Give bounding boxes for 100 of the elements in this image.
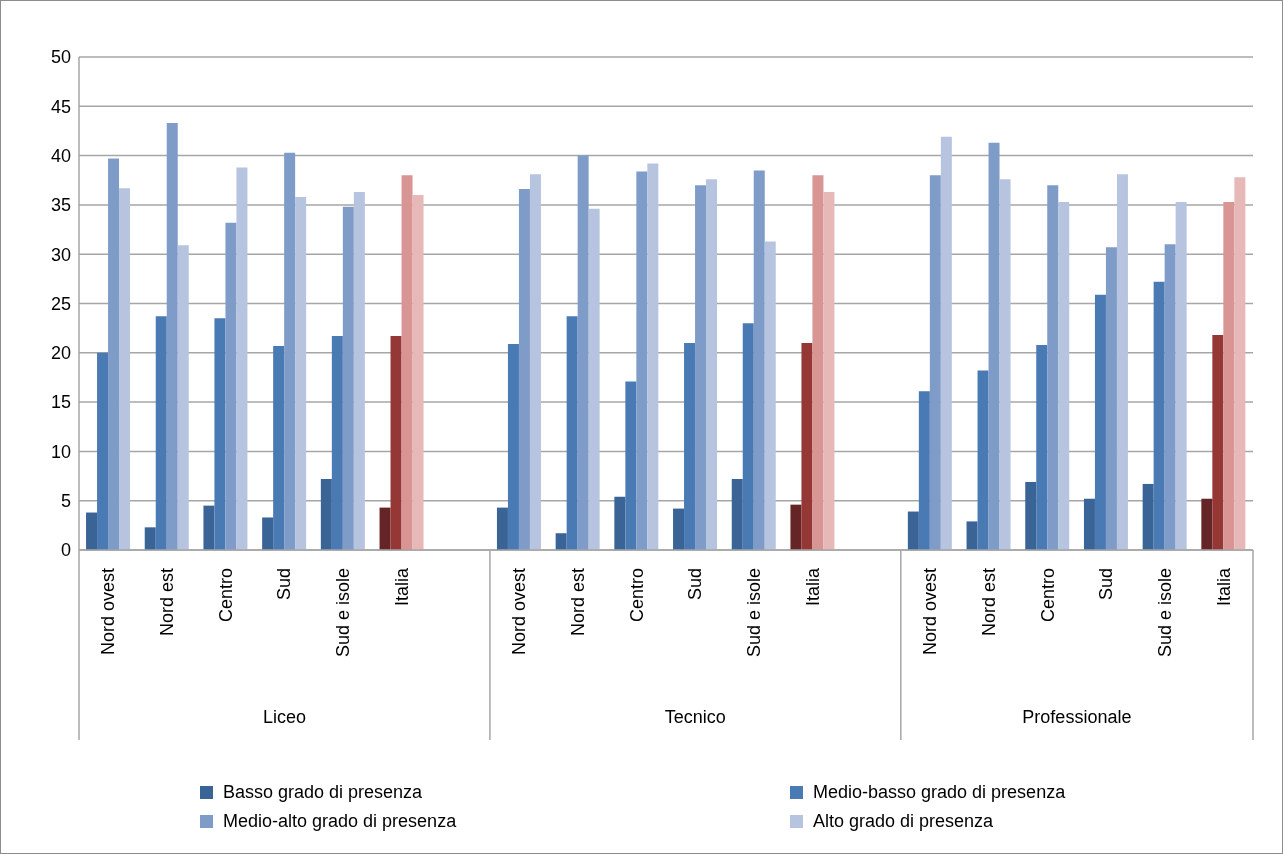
y-tick-label: 5 [60, 491, 71, 512]
y-tick-label: 20 [50, 343, 71, 364]
x-tick-label: Nord ovest [98, 568, 119, 656]
x-tick-label: Sud e isole [1154, 568, 1175, 658]
bar [1036, 344, 1048, 550]
x-tick-label: Sud e isole [333, 568, 354, 658]
bar [1025, 481, 1037, 550]
bar [988, 142, 1000, 550]
x-tick-label: Centro [626, 568, 647, 623]
bar [507, 343, 519, 550]
bar [801, 342, 813, 550]
y-tick-label: 40 [50, 145, 71, 166]
y-tick-label: 25 [50, 293, 71, 314]
x-tick-label: Sud [1096, 568, 1117, 601]
bar [225, 222, 237, 550]
x-tick-label: Italia [391, 567, 412, 607]
bar [977, 370, 989, 550]
bar [673, 508, 685, 550]
bar [379, 507, 391, 550]
bar [812, 175, 824, 550]
bar [496, 507, 508, 550]
bar [929, 175, 941, 550]
bar [86, 512, 98, 550]
x-tick-label: Nord est [978, 568, 999, 637]
y-tick-label: 50 [50, 47, 71, 68]
bar [764, 241, 776, 550]
bar [684, 342, 696, 550]
bar [918, 391, 930, 550]
x-tick-label: Centro [1037, 568, 1058, 623]
text: Professionale [1022, 707, 1132, 727]
bar [262, 517, 274, 550]
x-tick-label: Centro [215, 568, 236, 623]
bar [742, 323, 754, 550]
x-tick-label: Nord ovest [509, 568, 530, 656]
x-tick-label: Sud [274, 568, 295, 601]
bar [214, 318, 226, 550]
legend-label: Medio-basso grado di presenza [813, 782, 1066, 803]
y-tick-label: 0 [60, 540, 71, 561]
bar [823, 192, 835, 550]
bar [412, 195, 424, 550]
bar [790, 504, 802, 550]
x-tick-label: Nord est [157, 568, 178, 637]
bar [166, 123, 178, 550]
bar [236, 167, 248, 550]
bar [1212, 335, 1224, 550]
bar [1153, 281, 1165, 550]
text: Tecnico [664, 707, 726, 727]
bar [940, 136, 952, 550]
bar [1058, 201, 1070, 550]
bar [1105, 247, 1117, 550]
bar [177, 245, 189, 550]
bar [907, 511, 919, 550]
bar [647, 163, 659, 550]
bar [273, 345, 285, 550]
text: Liceo [262, 707, 306, 727]
legend-label: Medio-alto grado di presenza [223, 811, 457, 832]
bar [518, 189, 530, 550]
bar [753, 170, 765, 550]
bar [284, 152, 296, 550]
bar [1116, 174, 1128, 550]
bar [1201, 498, 1213, 550]
bar [529, 174, 541, 550]
bar [1094, 294, 1106, 550]
bar [353, 192, 365, 550]
bar [999, 179, 1011, 550]
y-tick-label: 30 [50, 244, 71, 265]
bar [1083, 498, 1095, 550]
legend-label: Alto grado di presenza [813, 811, 994, 832]
y-tick-label: 15 [50, 392, 71, 413]
bar [1234, 177, 1246, 550]
bar [577, 155, 589, 550]
bar [320, 479, 332, 550]
x-tick-label: Sud e isole [744, 568, 765, 658]
bar [636, 171, 648, 550]
bar [614, 496, 626, 550]
bar [295, 197, 307, 550]
x-tick-label: Nord ovest [920, 568, 941, 656]
legend-label: Basso grado di presenza [223, 782, 423, 803]
bar [108, 158, 120, 550]
bar [203, 505, 215, 550]
bar [706, 179, 718, 550]
x-tick-label: Italia [1213, 567, 1234, 607]
y-tick-label: 10 [50, 441, 71, 462]
bar [625, 381, 637, 550]
bar [555, 533, 567, 550]
bar [731, 479, 743, 550]
bar [119, 188, 131, 550]
bar [695, 185, 707, 550]
bar [342, 206, 354, 550]
x-tick-label: Nord est [567, 568, 588, 637]
bar [401, 175, 413, 550]
bar [588, 208, 600, 550]
x-tick-label: Italia [802, 567, 823, 607]
x-tick-label: Sud [685, 568, 706, 601]
bar [1047, 185, 1059, 550]
y-tick-label: 35 [50, 195, 71, 216]
bar [566, 316, 578, 550]
bar [1164, 244, 1176, 550]
y-tick-label: 45 [50, 96, 71, 117]
bar [1223, 201, 1235, 550]
